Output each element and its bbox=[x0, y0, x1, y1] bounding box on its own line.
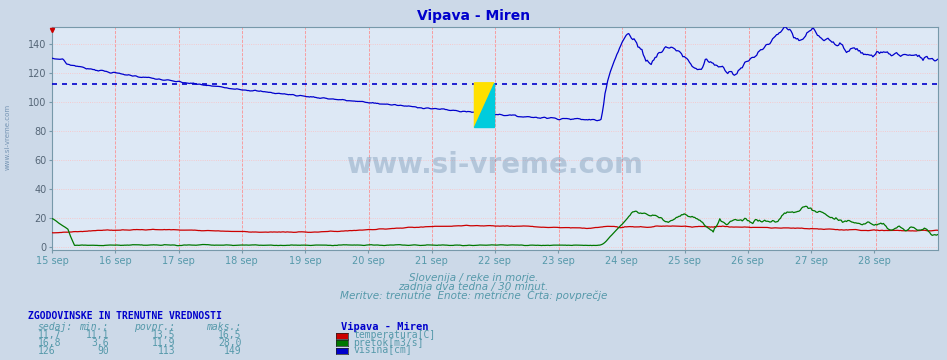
Text: 13,5: 13,5 bbox=[152, 330, 175, 341]
Text: zadnja dva tedna / 30 minut.: zadnja dva tedna / 30 minut. bbox=[399, 282, 548, 292]
Text: Vipava - Miren: Vipava - Miren bbox=[341, 322, 428, 332]
Text: Meritve: trenutne  Enote: metrične  Črta: povprečje: Meritve: trenutne Enote: metrične Črta: … bbox=[340, 289, 607, 301]
Text: Slovenija / reke in morje.: Slovenija / reke in morje. bbox=[409, 273, 538, 283]
Text: min.:: min.: bbox=[80, 322, 109, 332]
Text: Vipava - Miren: Vipava - Miren bbox=[417, 9, 530, 23]
Text: ZGODOVINSKE IN TRENUTNE VREDNOSTI: ZGODOVINSKE IN TRENUTNE VREDNOSTI bbox=[28, 311, 223, 321]
Text: www.si-vreme.com: www.si-vreme.com bbox=[347, 152, 643, 179]
Polygon shape bbox=[474, 83, 494, 127]
Text: 149: 149 bbox=[223, 346, 241, 356]
Text: www.si-vreme.com: www.si-vreme.com bbox=[5, 104, 10, 170]
Text: 3,6: 3,6 bbox=[91, 338, 109, 348]
Text: 28,0: 28,0 bbox=[218, 338, 241, 348]
Text: 113: 113 bbox=[157, 346, 175, 356]
Text: višina[cm]: višina[cm] bbox=[353, 345, 412, 356]
Text: temperatura[C]: temperatura[C] bbox=[353, 330, 436, 341]
Text: sedaj:: sedaj: bbox=[38, 322, 73, 332]
Text: 90: 90 bbox=[98, 346, 109, 356]
Text: 11,9: 11,9 bbox=[152, 338, 175, 348]
Text: povpr.:: povpr.: bbox=[134, 322, 175, 332]
Text: 126: 126 bbox=[38, 346, 56, 356]
Text: 11,1: 11,1 bbox=[85, 330, 109, 341]
Text: 11,7: 11,7 bbox=[38, 330, 62, 341]
Text: 16,8: 16,8 bbox=[38, 338, 62, 348]
Polygon shape bbox=[474, 83, 494, 127]
Text: pretok[m3/s]: pretok[m3/s] bbox=[353, 338, 423, 348]
Text: 16,5: 16,5 bbox=[218, 330, 241, 341]
Text: maks.:: maks.: bbox=[206, 322, 241, 332]
